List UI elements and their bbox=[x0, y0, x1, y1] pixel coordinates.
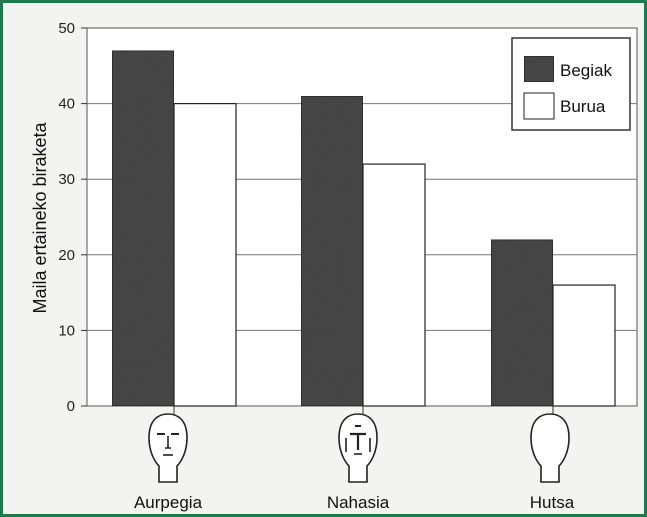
face-icon bbox=[148, 413, 188, 483]
y-tick-label: 10 bbox=[58, 322, 75, 339]
y-tick-label: 50 bbox=[58, 20, 75, 37]
x-category-label: Aurpegia bbox=[134, 493, 203, 512]
bar-burua-nahasia bbox=[362, 163, 426, 407]
bar-burua-hutsa bbox=[552, 284, 616, 407]
x-category-label: Hutsa bbox=[530, 493, 575, 512]
y-tick-label: 40 bbox=[58, 96, 75, 113]
bar-begiak-nahasia bbox=[300, 95, 364, 407]
bar-burua-aurpegia bbox=[173, 102, 237, 407]
y-tick-label: 20 bbox=[58, 247, 75, 264]
bar-begiak-aurpegia bbox=[111, 50, 175, 407]
x-category-label: Nahasia bbox=[327, 493, 390, 512]
legend-swatch-burua bbox=[523, 92, 555, 120]
scrambled-face-icon bbox=[338, 413, 378, 483]
y-tick-label: 30 bbox=[58, 171, 75, 188]
legend-label-begiak: Begiak bbox=[560, 61, 612, 80]
y-tick-label: 0 bbox=[67, 398, 75, 415]
blank-head-icon bbox=[530, 413, 570, 483]
legend-swatch-begiak bbox=[523, 55, 555, 83]
bar-begiak-hutsa bbox=[490, 239, 554, 407]
y-axis-label: Maila ertaineko biraketa bbox=[30, 121, 50, 313]
legend-label-burua: Burua bbox=[560, 97, 606, 116]
legend: Begiak Burua bbox=[511, 37, 631, 131]
